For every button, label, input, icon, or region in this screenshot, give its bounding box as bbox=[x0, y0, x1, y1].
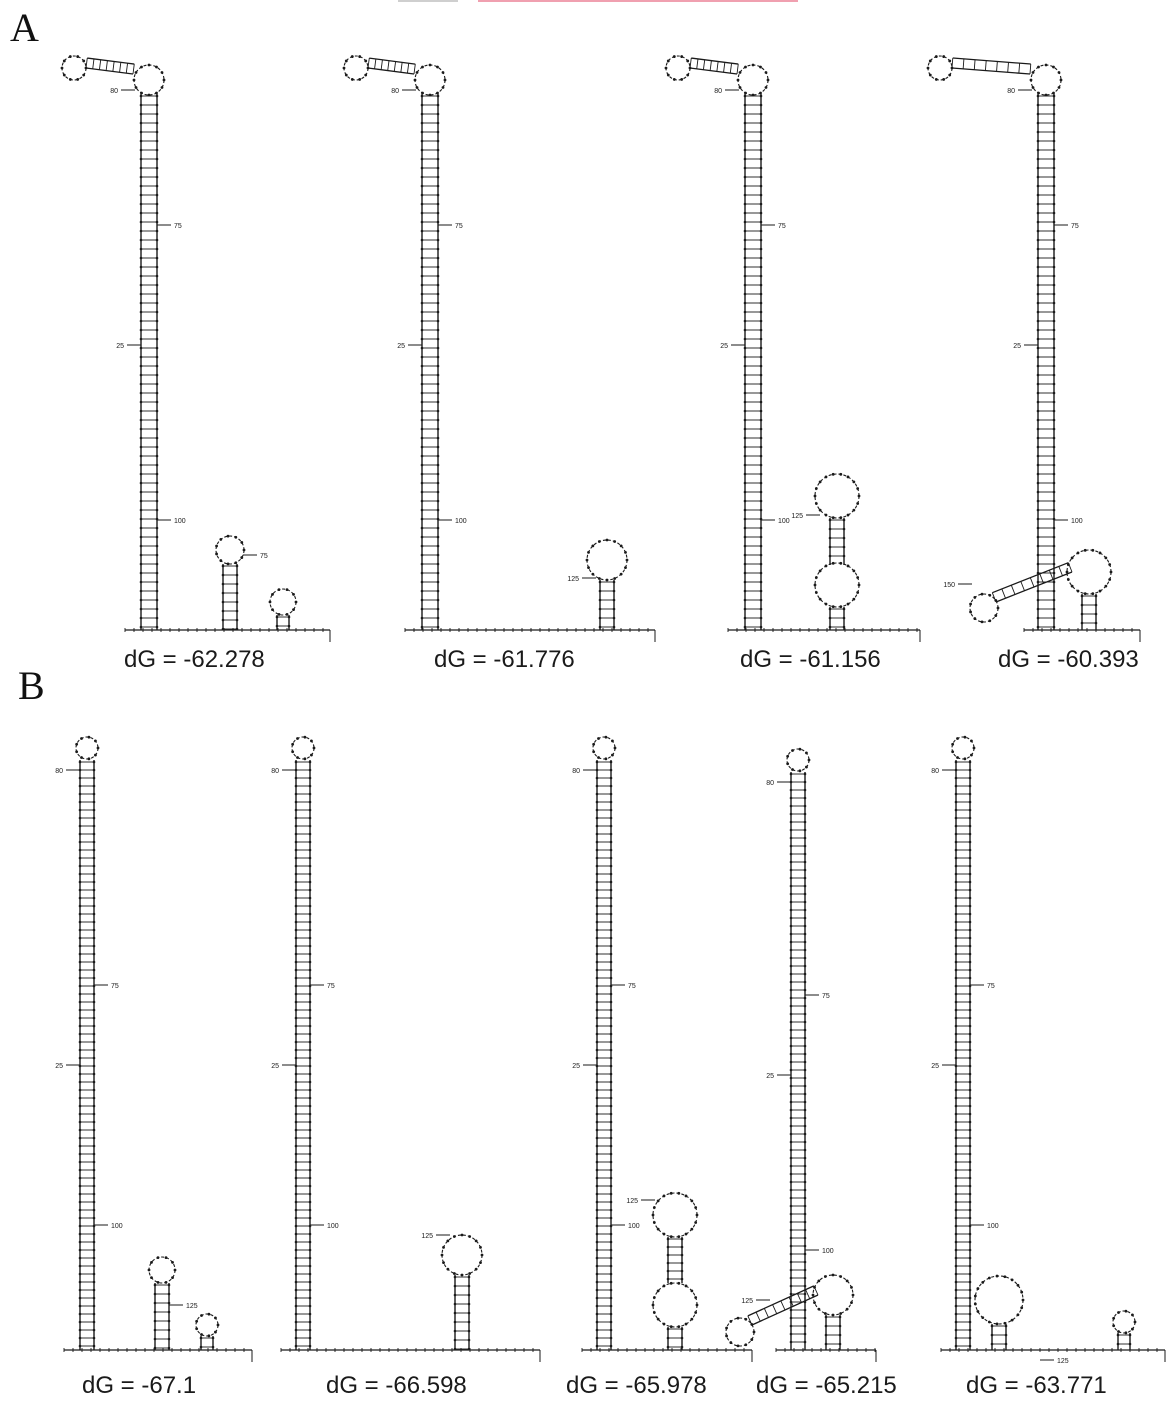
position-marker: 25 bbox=[931, 1063, 939, 1070]
position-marker: 125 bbox=[741, 1298, 753, 1305]
position-marker: 25 bbox=[572, 1063, 580, 1070]
position-marker: 25 bbox=[1013, 343, 1021, 350]
position-marker: 100 bbox=[822, 1248, 834, 1255]
structure-b5: 80 75 25 100 125 bbox=[931, 735, 1166, 1365]
position-marker: 75 bbox=[778, 223, 786, 230]
structure-b4: 80 75 25 100 125 bbox=[725, 747, 877, 1362]
dg-b1: dG = -67.1 bbox=[82, 1372, 197, 1399]
position-marker: 75 bbox=[628, 983, 636, 990]
structure-a2: 80 75 25 100 125 bbox=[342, 55, 656, 642]
structure-b3: 80 75 25 100 125 bbox=[572, 735, 753, 1362]
position-marker: 100 bbox=[455, 518, 467, 525]
structure-a4: 80 75 25 100 150 bbox=[926, 55, 1141, 642]
position-marker: 100 bbox=[111, 1223, 123, 1230]
position-marker: 80 bbox=[714, 88, 722, 95]
position-marker: 125 bbox=[421, 1233, 433, 1240]
position-marker: 75 bbox=[822, 993, 830, 1000]
position-marker: 125 bbox=[186, 1303, 198, 1310]
top-pink-rule bbox=[478, 0, 798, 2]
position-marker: 80 bbox=[55, 768, 63, 775]
panel-a-label: A bbox=[10, 5, 39, 50]
position-marker: 80 bbox=[391, 88, 399, 95]
position-marker: 80 bbox=[110, 88, 118, 95]
dg-b2: dG = -66.598 bbox=[326, 1372, 467, 1399]
position-marker: 25 bbox=[271, 1063, 279, 1070]
position-marker: 25 bbox=[766, 1073, 774, 1080]
panel-b-label: B bbox=[18, 663, 45, 708]
dg-a2: dG = -61.776 bbox=[434, 646, 575, 673]
position-marker: 25 bbox=[720, 343, 728, 350]
position-marker: 80 bbox=[271, 768, 279, 775]
position-marker: 100 bbox=[1071, 518, 1083, 525]
position-marker: 125 bbox=[626, 1198, 638, 1205]
dg-b4: dG = -65.215 bbox=[756, 1372, 897, 1399]
position-marker: 75 bbox=[327, 983, 335, 990]
position-marker: 80 bbox=[572, 768, 580, 775]
top-gray-rule bbox=[398, 0, 458, 2]
position-marker: 80 bbox=[931, 768, 939, 775]
position-marker: 125 bbox=[1057, 1358, 1069, 1365]
position-marker: 100 bbox=[778, 518, 790, 525]
position-marker: 80 bbox=[766, 780, 774, 787]
position-marker: 125 bbox=[791, 513, 803, 520]
position-marker: 125 bbox=[567, 576, 579, 583]
position-marker: 100 bbox=[987, 1223, 999, 1230]
structure-b2: 80 75 25 100 125 bbox=[271, 735, 541, 1362]
dg-a1: dG = -62.278 bbox=[124, 646, 265, 673]
position-marker: 75 bbox=[1071, 223, 1079, 230]
position-marker: 25 bbox=[116, 343, 124, 350]
position-marker: 100 bbox=[628, 1223, 640, 1230]
structure-a1: 80 75 25 100 75 bbox=[60, 55, 331, 642]
dg-b3: dG = -65.978 bbox=[566, 1372, 707, 1399]
dg-b5: dG = -63.771 bbox=[966, 1372, 1107, 1399]
position-marker: 80 bbox=[1007, 88, 1015, 95]
dg-a3: dG = -61.156 bbox=[740, 646, 881, 673]
position-marker: 100 bbox=[174, 518, 186, 525]
position-marker: 75 bbox=[987, 983, 995, 990]
position-marker: 150 bbox=[943, 582, 955, 589]
position-marker: 75 bbox=[260, 553, 268, 560]
position-marker: 25 bbox=[397, 343, 405, 350]
position-marker: 25 bbox=[55, 1063, 63, 1070]
structure-b1: 80 75 25 100 125 bbox=[55, 735, 253, 1362]
position-marker: 75 bbox=[111, 983, 119, 990]
position-marker: 75 bbox=[174, 223, 182, 230]
position-marker: 100 bbox=[327, 1223, 339, 1230]
position-marker: 75 bbox=[455, 223, 463, 230]
dg-a4: dG = -60.393 bbox=[998, 646, 1139, 673]
